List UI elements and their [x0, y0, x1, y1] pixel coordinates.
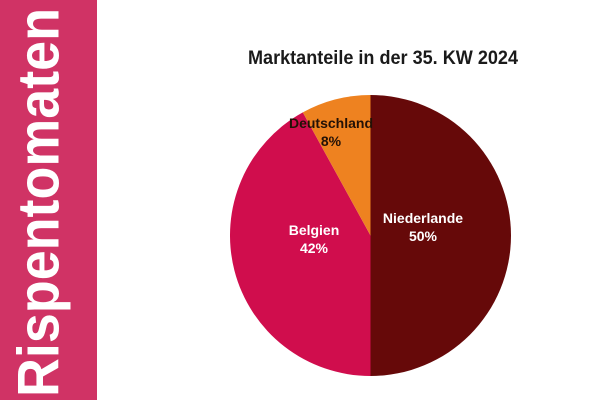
svg-text:Marktanteile in der 35. KW 202: Marktanteile in der 35. KW 2024 — [248, 47, 518, 69]
svg-text:Rispentomaten: Rispentomaten — [7, 8, 72, 397]
